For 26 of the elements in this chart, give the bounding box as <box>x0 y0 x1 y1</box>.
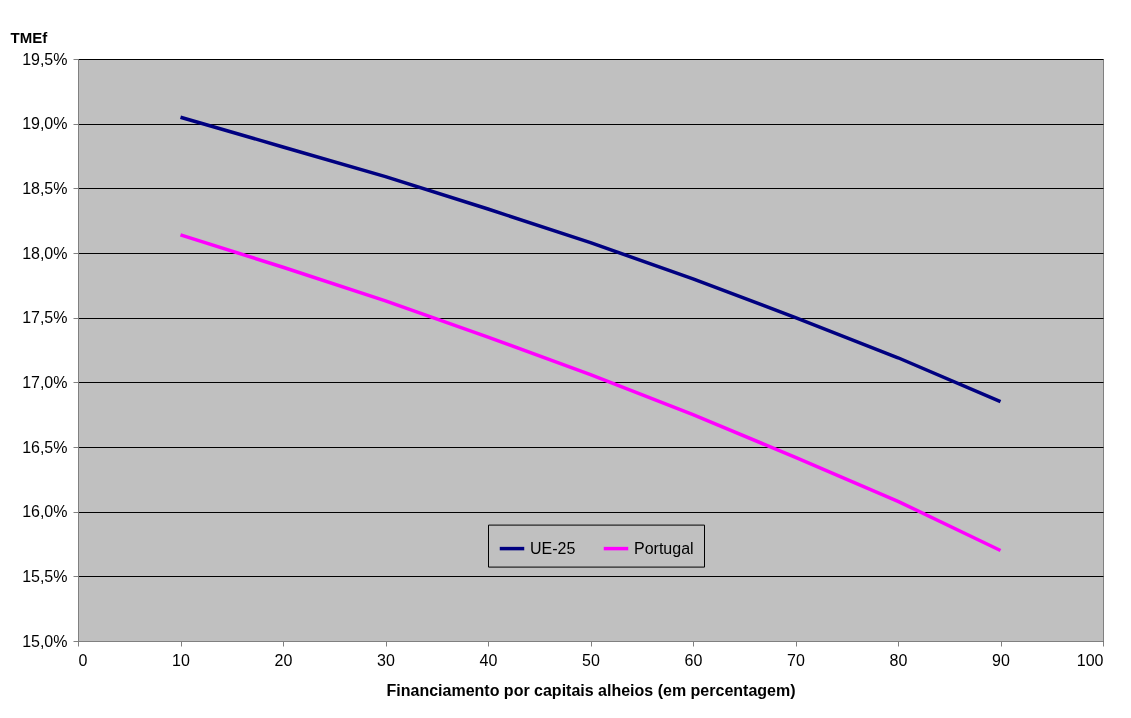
x-axis-title: Financiamento por capitais alheios (em percentagem) <box>386 681 796 699</box>
x-tick-label: 60 <box>684 651 703 669</box>
y-tick-label: 16,0% <box>22 503 68 521</box>
legend-label: Portugal <box>634 539 694 557</box>
x-tick-label: 10 <box>172 651 190 669</box>
x-tick-label: 20 <box>274 651 293 669</box>
y-tick-label: 15,0% <box>22 632 68 650</box>
y-tick-label: 18,5% <box>22 179 68 197</box>
x-tick-label: 40 <box>479 651 498 669</box>
y-tick-label: 17,0% <box>22 373 68 391</box>
x-tick-label: 80 <box>889 651 908 669</box>
y-tick-label: 16,5% <box>22 438 68 456</box>
y-tick-label: 18,0% <box>22 244 68 262</box>
legend-label: UE-25 <box>530 539 576 557</box>
x-tick-label: 0 <box>78 651 88 669</box>
y-tick-label: 19,5% <box>22 50 68 68</box>
x-tick-label: 50 <box>582 651 600 669</box>
x-tick-label: 70 <box>787 651 805 669</box>
line-series <box>178 115 1003 404</box>
y-axis-title: TMEf <box>10 28 49 46</box>
x-tick-label: 90 <box>992 651 1010 669</box>
x-tick-label: 30 <box>377 651 395 669</box>
y-tick-label: 19,0% <box>22 115 68 133</box>
y-tick-label: 15,5% <box>22 567 68 585</box>
y-tick-label: 17,5% <box>22 309 68 327</box>
x-tick-label: 100 <box>1076 651 1104 669</box>
